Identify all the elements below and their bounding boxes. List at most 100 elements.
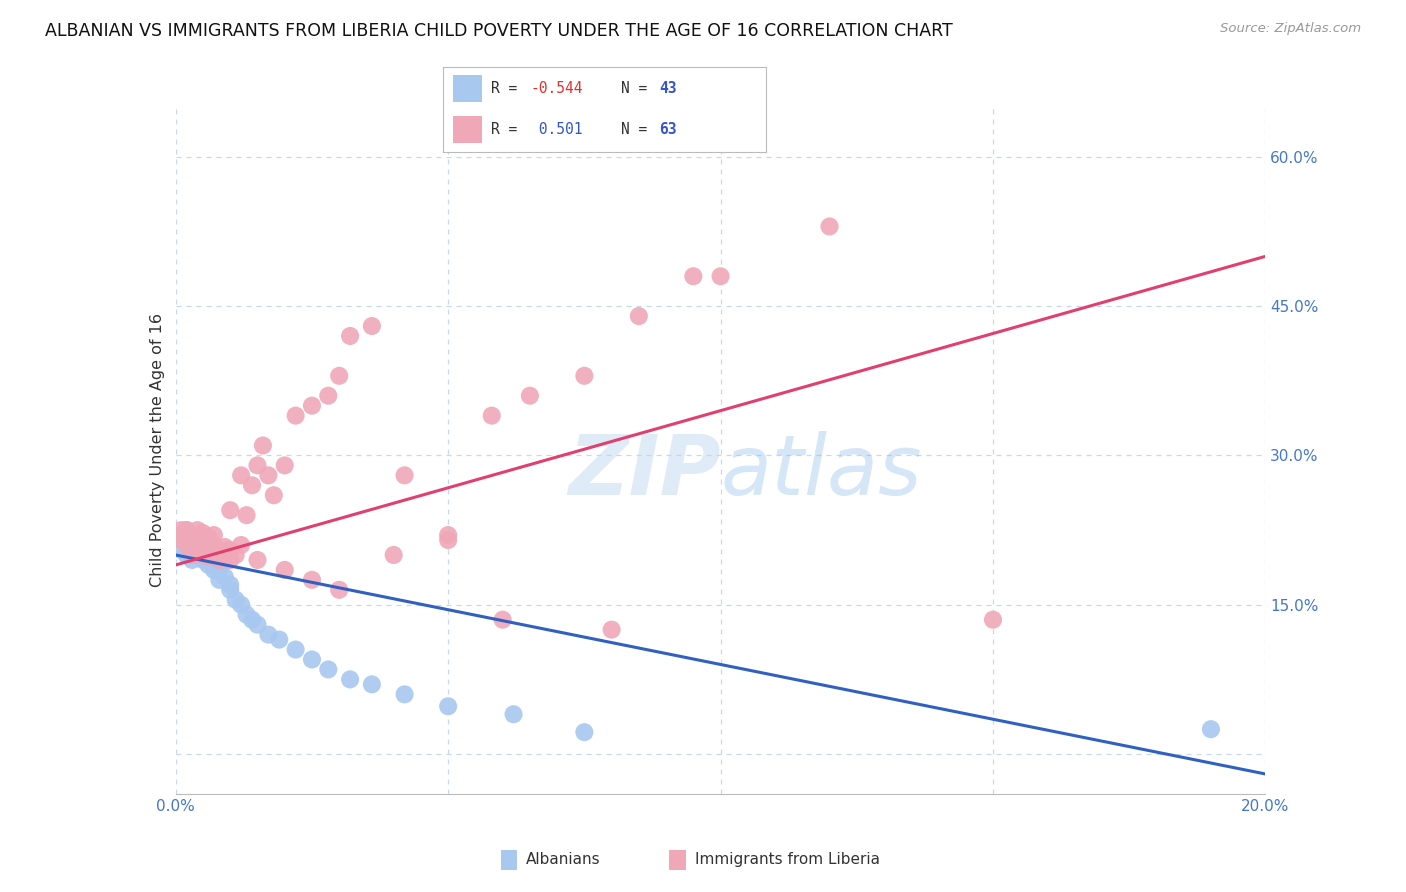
Point	[231, 468, 253, 483]
Point	[339, 673, 361, 687]
Point	[274, 563, 297, 577]
Text: R =: R =	[492, 121, 526, 136]
Point	[186, 540, 209, 554]
Point	[186, 533, 209, 547]
Text: 63: 63	[659, 121, 678, 136]
Text: Source: ZipAtlas.com: Source: ZipAtlas.com	[1220, 22, 1361, 36]
Point	[176, 523, 198, 537]
Bar	[453, 116, 482, 143]
Point	[181, 548, 204, 562]
Point	[382, 548, 405, 562]
Point	[176, 523, 198, 537]
Point	[710, 269, 733, 284]
Point	[257, 627, 280, 641]
Point	[219, 503, 242, 517]
Point	[170, 523, 193, 537]
Point	[481, 409, 503, 423]
Point	[176, 530, 198, 544]
Point	[208, 543, 231, 558]
Text: Immigrants from Liberia: Immigrants from Liberia	[695, 853, 880, 867]
Point	[202, 538, 225, 552]
Point	[225, 592, 247, 607]
Point	[181, 533, 204, 547]
Text: N =: N =	[621, 81, 655, 96]
Point	[214, 549, 236, 564]
Point	[600, 623, 623, 637]
Point	[186, 523, 209, 537]
Point	[202, 548, 225, 562]
Point	[191, 526, 214, 541]
Point	[170, 533, 193, 547]
Point	[186, 543, 209, 558]
Point	[202, 563, 225, 577]
Point	[208, 563, 231, 577]
Point	[574, 368, 596, 383]
Point	[219, 553, 242, 567]
Point	[519, 389, 541, 403]
Point	[191, 553, 214, 567]
Point	[284, 409, 307, 423]
Point	[208, 573, 231, 587]
Point	[246, 617, 269, 632]
Point	[219, 543, 242, 558]
Point	[339, 329, 361, 343]
Point	[437, 533, 460, 547]
Point	[240, 478, 263, 492]
Point	[1199, 722, 1222, 736]
Text: -0.544: -0.544	[530, 81, 582, 96]
Text: Albanians: Albanians	[526, 853, 600, 867]
Point	[301, 399, 323, 413]
Point	[191, 533, 214, 547]
Point	[246, 553, 269, 567]
Point	[170, 533, 193, 547]
Point	[328, 368, 350, 383]
Text: atlas: atlas	[721, 431, 922, 512]
Point	[197, 530, 219, 544]
Point	[328, 582, 350, 597]
Point	[191, 543, 214, 558]
Point	[170, 528, 193, 542]
Point	[235, 607, 257, 622]
Point	[170, 528, 193, 542]
Point	[360, 319, 382, 334]
Point	[301, 573, 323, 587]
Point	[394, 468, 416, 483]
Point	[202, 553, 225, 567]
Point	[186, 548, 209, 562]
Point	[437, 528, 460, 542]
Point	[214, 540, 236, 554]
Point	[437, 699, 460, 714]
Point	[176, 548, 198, 562]
Text: ZIP: ZIP	[568, 431, 721, 512]
Point	[186, 533, 209, 547]
Point	[318, 663, 340, 677]
Point	[627, 309, 650, 323]
Point	[246, 458, 269, 473]
Point	[191, 540, 214, 554]
Text: 43: 43	[659, 81, 678, 96]
Point	[219, 578, 242, 592]
Point	[682, 269, 704, 284]
Point	[818, 219, 841, 234]
Point	[181, 543, 204, 558]
Bar	[453, 76, 482, 103]
Point	[191, 548, 214, 562]
Point	[394, 687, 416, 701]
Point	[981, 613, 1004, 627]
Point	[492, 613, 515, 627]
Y-axis label: Child Poverty Under the Age of 16: Child Poverty Under the Age of 16	[149, 313, 165, 588]
Point	[502, 707, 524, 722]
Point	[274, 458, 297, 473]
Point	[235, 508, 257, 523]
Point	[170, 543, 193, 558]
Point	[181, 553, 204, 567]
Point	[197, 540, 219, 554]
Point	[208, 553, 231, 567]
Point	[181, 528, 204, 542]
Point	[219, 582, 242, 597]
Text: R =: R =	[492, 81, 526, 96]
Point	[197, 549, 219, 564]
Point	[269, 632, 291, 647]
Point	[176, 528, 198, 542]
Bar	[501, 850, 517, 870]
